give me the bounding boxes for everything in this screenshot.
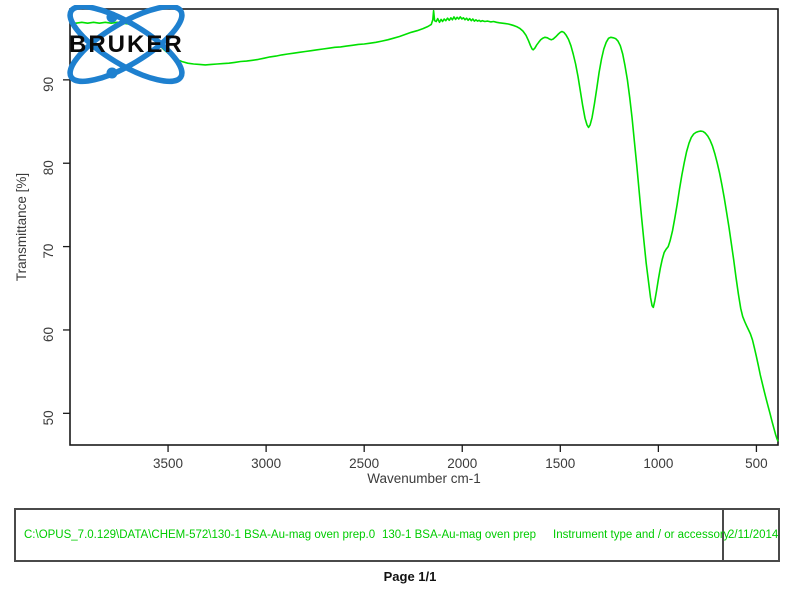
x-tick-label: 3500	[153, 456, 183, 471]
x-tick-label: 500	[745, 456, 768, 471]
footer-column-divider	[722, 510, 724, 560]
y-axis-title: Transmittance [%]	[14, 173, 29, 281]
footer-info-table: C:\OPUS_7.0.129\DATA\CHEM-572\130-1 BSA-…	[14, 508, 780, 562]
page-number-label: Page 1/1	[383, 569, 437, 584]
y-tick-label: 60	[41, 327, 56, 342]
spectrum-chart-area: 3500 3000 2500 2000 1500 1000 500 50 60 70 80 90 Wa…	[14, 5, 779, 486]
bruker-logo: BRUKER	[67, 5, 185, 85]
atom-ellipses-icon	[67, 5, 185, 85]
x-axis-title: Wavenumber cm-1	[367, 471, 481, 486]
x-tick-label: 2500	[349, 456, 379, 471]
bruker-wordmark: BRUKER	[69, 31, 184, 58]
y-tick-label: 70	[41, 244, 56, 259]
axis-ticks: 3500 3000 2500 2000 1500 1000 500 50 60 70 80 90	[41, 77, 768, 471]
x-tick-label: 1500	[545, 456, 575, 471]
x-tick-label: 2000	[447, 456, 477, 471]
spectrum-curve	[69, 9, 779, 442]
y-tick-label: 80	[41, 160, 56, 175]
file-path-text: C:\OPUS_7.0.129\DATA\CHEM-572\130-1 BSA-…	[24, 529, 376, 541]
spectrum-chart: 3500 3000 2500 2000 1500 1000 500 50 60 70 80 90 Wa…	[14, 8, 779, 486]
atom-dot-top-icon	[106, 11, 118, 23]
date-text: 2/11/2014	[728, 529, 779, 541]
plot-frame	[69, 8, 779, 446]
y-tick-label: 90	[41, 77, 56, 92]
x-tick-label: 1000	[643, 456, 673, 471]
instrument-field-text: Instrument type and / or accessory	[553, 529, 730, 541]
atom-dot-bottom-icon	[106, 67, 118, 79]
x-tick-label: 3000	[251, 456, 281, 471]
sample-name-text: 130-1 BSA-Au-mag oven prep	[382, 529, 537, 541]
y-tick-label: 50	[41, 410, 56, 425]
